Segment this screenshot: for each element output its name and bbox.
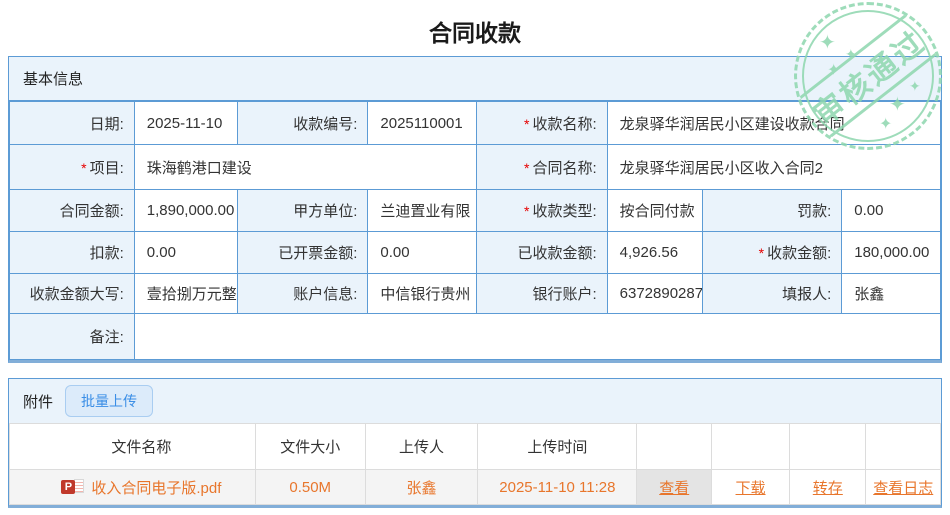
field-project-label: * 项目: xyxy=(9,144,135,190)
required-asterisk: * xyxy=(524,115,530,132)
required-asterisk: * xyxy=(524,159,530,176)
field-bank-account-value: 6372890287 xyxy=(606,273,703,314)
column-header-upload-time: 上传时间 xyxy=(477,423,638,470)
required-asterisk: * xyxy=(524,203,530,219)
field-invoiced-amount-label: 已开票金额: xyxy=(237,231,369,274)
field-contract-amount-label: 合同金额: xyxy=(9,189,135,232)
field-receipt-type-value: 按合同付款 xyxy=(606,189,703,232)
actions-header-cell xyxy=(636,423,712,470)
basic-info-section-title: 基本信息 xyxy=(9,57,941,101)
basic-info-table: 日期: 2025-11-10 收款编号: 2025110001 * 收款名称: 龙… xyxy=(9,101,942,360)
field-date-label: 日期: xyxy=(9,101,135,145)
file-size-cell: 0.50M xyxy=(254,469,366,505)
attachments-header-row: 文件名称 文件大小 上传人 上传时间 xyxy=(9,423,941,470)
field-invoiced-amount-value: 0.00 xyxy=(367,231,478,274)
pdf-file-icon: P xyxy=(61,478,85,496)
actions-header-cell xyxy=(789,423,867,470)
file-name-text[interactable]: 收入合同电子版.pdf xyxy=(91,479,222,497)
download-link[interactable]: 下载 xyxy=(735,479,766,497)
field-deduction-label: 扣款: xyxy=(9,231,135,274)
field-party-a-value: 兰迪置业有限 xyxy=(367,189,478,232)
transfer-link[interactable]: 转存 xyxy=(812,479,843,497)
field-amount-in-words-label: 收款金额大写: xyxy=(9,273,135,314)
field-receipt-name-label: * 收款名称: xyxy=(476,101,608,145)
field-contract-name-label: * 合同名称: xyxy=(476,144,608,190)
download-action-cell: 下载 xyxy=(710,469,791,505)
field-contract-name-value: 龙泉驿华润居民小区收入合同2 xyxy=(606,144,942,190)
field-filler-label: 填报人: xyxy=(701,273,843,314)
attachment-row: P 收入合同电子版.pdf 0.50M 张鑫 2025-11-10 11:28 查… xyxy=(9,469,941,505)
view-log-action-cell: 查看日志 xyxy=(865,469,941,505)
attachments-table: 文件名称 文件大小 上传人 上传时间 P 收入合同电子版.pdf 0.50M 张鑫… xyxy=(9,423,941,505)
actions-header-cell xyxy=(710,423,791,470)
field-receipt-name-value: 龙泉驿华润居民小区建设收款合同 xyxy=(606,101,942,145)
batch-upload-button[interactable]: 批量上传 xyxy=(65,385,154,417)
view-action-cell: 查看 xyxy=(636,469,712,505)
field-project-value: 珠海鹤港口建设 xyxy=(133,144,478,190)
field-remark-label: 备注: xyxy=(9,313,135,360)
field-contract-amount-value: 1,890,000.00 xyxy=(133,189,239,232)
file-upload-time-cell: 2025-11-10 11:28 xyxy=(477,469,638,505)
field-receipt-no-label: 收款编号: xyxy=(237,101,369,145)
field-receipt-amount-label: * 收款金额: xyxy=(701,231,843,274)
actions-header-cell xyxy=(865,423,941,470)
attachments-section-title: 附件 xyxy=(23,393,54,411)
field-deduction-value: 0.00 xyxy=(133,231,239,274)
field-received-amount-label: 已收款金额: xyxy=(476,231,608,274)
basic-info-panel: 基本信息 日期: 2025-11-10 收款编号: 2025110001 * 收款… xyxy=(8,56,942,363)
view-log-link[interactable]: 查看日志 xyxy=(873,479,934,497)
field-received-amount-value: 4,926.56 xyxy=(606,231,703,274)
field-date-value: 2025-11-10 xyxy=(133,101,239,145)
field-receipt-type-label: * 收款类型: xyxy=(476,189,608,232)
field-receipt-amount-value: 180,000.00 xyxy=(841,231,941,274)
field-account-info-value: 中信银行贵州 xyxy=(367,273,478,314)
required-asterisk: * xyxy=(758,245,765,261)
field-fine-value: 0.00 xyxy=(841,189,941,232)
attachments-bar: 附件 批量上传 xyxy=(9,379,941,423)
view-link[interactable]: 查看 xyxy=(659,479,690,497)
required-asterisk: * xyxy=(81,159,87,176)
column-header-uploader: 上传人 xyxy=(364,423,479,470)
field-amount-in-words-value: 壹拾捌万元整 xyxy=(133,273,239,314)
page-title: 合同收款 xyxy=(429,20,521,46)
field-party-a-label: 甲方单位: xyxy=(237,189,369,232)
column-header-file-name: 文件名称 xyxy=(9,423,256,470)
field-fine-label: 罚款: xyxy=(701,189,843,232)
file-uploader-cell: 张鑫 xyxy=(364,469,479,505)
file-name-cell[interactable]: P 收入合同电子版.pdf xyxy=(9,469,256,505)
field-filler-value: 张鑫 xyxy=(841,273,941,314)
attachments-panel: 附件 批量上传 文件名称 文件大小 上传人 上传时间 P 收入合同电子版.pdf … xyxy=(8,378,942,508)
transfer-action-cell: 转存 xyxy=(789,469,867,505)
field-account-info-label: 账户信息: xyxy=(237,273,369,314)
field-remark-value xyxy=(133,313,942,360)
field-receipt-no-value: 2025110001 xyxy=(367,101,478,145)
field-bank-account-label: 银行账户: xyxy=(476,273,608,314)
column-header-file-size: 文件大小 xyxy=(254,423,366,470)
